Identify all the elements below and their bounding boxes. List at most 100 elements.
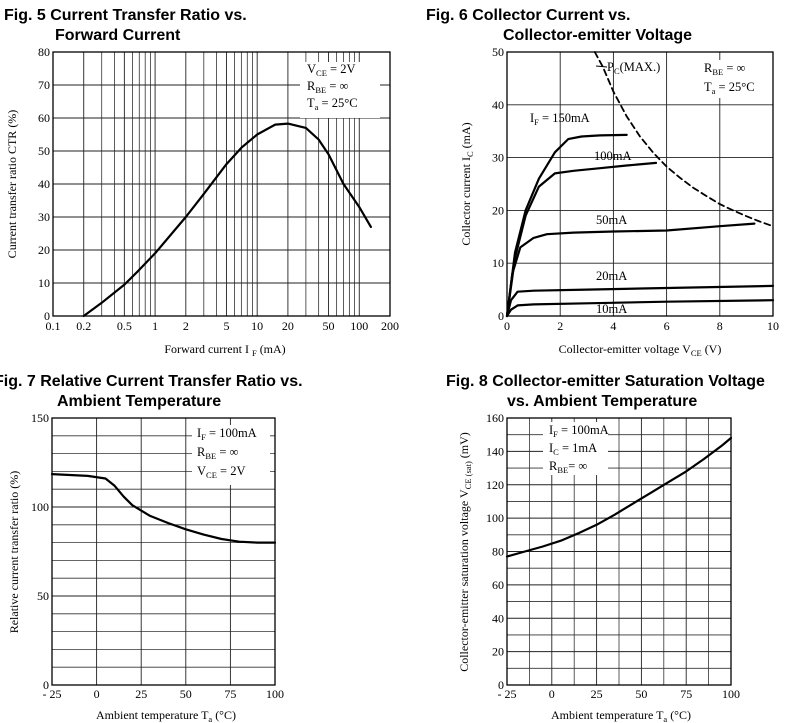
y-tick-label: 60: [38, 111, 50, 125]
series-line: [505, 284, 775, 318]
conditions-box: [300, 62, 380, 118]
condition-text: IC = 1mA: [549, 441, 597, 457]
condition-text: IF = 100mA: [197, 426, 257, 442]
y-tick-label: 20: [492, 203, 504, 217]
x-tick-label: 8: [717, 319, 723, 333]
fig7-x-axis-label: Ambient temperature Ta (°C): [96, 708, 236, 723]
condition-text: IF = 100mA: [549, 423, 609, 439]
y-tick-label: 160: [486, 411, 504, 425]
series-line: [593, 51, 774, 228]
fig6-title-line: Fig. 6 Collector Current vs.: [426, 7, 630, 24]
x-tick-label: - 25: [498, 687, 517, 701]
x-tick-label: 200: [381, 319, 399, 333]
y-tick-label: 0: [498, 309, 504, 323]
y-tick-label: 0: [498, 678, 504, 692]
fig6-chart: Fig. 6 Collector Current vs. Collector-em…: [426, 7, 779, 333]
fig7-title-line: Fig. 7 Relative Current Transfer Ratio v…: [0, 373, 303, 390]
y-tick-label: 80: [492, 545, 504, 559]
x-tick-label: 2: [557, 319, 563, 333]
x-tick-label: 100: [266, 687, 284, 701]
x-tick-label: 2: [183, 319, 189, 333]
y-tick-label: 10: [38, 276, 50, 290]
fig6-y-axis-label: Collector current IC (mA): [459, 122, 475, 245]
y-tick-label: 100: [486, 511, 504, 525]
fig8-chart: Fig. 8 Collector-emitter Saturation Volt…: [446, 373, 765, 701]
fig8-plot-frame: [506, 417, 732, 686]
x-tick-label: 75: [224, 687, 236, 701]
fig8-title-line: vs. Ambient Temperature: [507, 393, 697, 410]
condition-text: RBE = ∞: [307, 79, 349, 95]
y-tick-label: 100: [31, 500, 49, 514]
series-label: 50mA: [596, 213, 627, 227]
y-tick-label: 30: [38, 210, 50, 224]
y-tick-label: 50: [38, 144, 50, 158]
x-tick-label: 20: [282, 319, 294, 333]
fig5-plot-frame: [52, 51, 391, 317]
fig5-x-axis-label: Forward current I F (mA): [164, 342, 285, 358]
fig6-x-axis-label: Collector-emitter voltage VCE (V): [559, 342, 722, 358]
series-label: IF = 150mA: [530, 111, 590, 127]
x-tick-label: 0: [504, 319, 510, 333]
condition-text: Ta = 25°C: [307, 96, 358, 112]
fig6-title-line: Collector-emitter Voltage: [503, 27, 692, 44]
series-label: PC(MAX.): [607, 60, 660, 76]
series-line: [505, 161, 658, 318]
y-tick-label: 120: [486, 478, 504, 492]
conditions-box: [698, 60, 770, 98]
y-tick-label: 140: [486, 444, 504, 458]
fig7-y-axis-label: Relative current transfer ratio (%): [7, 471, 21, 634]
y-tick-label: 30: [492, 151, 504, 165]
conditions-box: [192, 425, 270, 485]
x-tick-label: 0: [94, 687, 100, 701]
fig8-title-line: Fig. 8 Collector-emitter Saturation Volt…: [446, 373, 765, 390]
x-tick-label: 100: [350, 319, 368, 333]
series-line: [505, 222, 756, 318]
series-label: 20mA: [596, 269, 627, 283]
x-tick-label: 100: [722, 687, 740, 701]
fig7-plot-frame: [51, 417, 276, 686]
y-tick-label: 150: [31, 411, 49, 425]
x-tick-label: 10: [767, 319, 779, 333]
y-tick-label: 50: [492, 45, 504, 59]
x-tick-label: 4: [610, 319, 616, 333]
series-line: [505, 436, 733, 558]
condition-text: RBE= ∞: [549, 459, 587, 475]
y-tick-label: 10: [492, 256, 504, 270]
condition-text: Ta = 25°C: [704, 80, 755, 96]
conditions-box: [543, 422, 608, 475]
x-tick-label: 1: [152, 319, 158, 333]
y-tick-label: 20: [38, 243, 50, 257]
fig5-y-axis-label: Current transfer ratio CTR (%): [5, 110, 19, 259]
fig6-plot-frame: [506, 51, 774, 317]
y-tick-label: 0: [44, 309, 50, 323]
x-tick-label: 0: [549, 687, 555, 701]
x-tick-label: 50: [635, 687, 647, 701]
series-label: 10mA: [596, 302, 627, 316]
x-tick-label: 50: [180, 687, 192, 701]
y-tick-label: 80: [38, 45, 50, 59]
series-line: [82, 122, 372, 318]
x-tick-label: 0.2: [76, 319, 91, 333]
condition-text: VCE = 2V: [307, 62, 355, 78]
y-tick-label: 40: [492, 98, 504, 112]
fig7-title-line: Ambient Temperature: [57, 393, 221, 410]
y-tick-label: 60: [492, 578, 504, 592]
x-tick-label: 5: [223, 319, 229, 333]
y-tick-label: 40: [38, 177, 50, 191]
x-tick-label: 25: [591, 687, 603, 701]
pc-max-leader-line: [595, 65, 608, 68]
fig8-x-axis-label: Ambient temperature Ta (°C): [551, 708, 691, 723]
condition-text: VCE = 2V: [197, 464, 245, 480]
y-tick-label: 70: [38, 78, 50, 92]
x-tick-label: 75: [680, 687, 692, 701]
y-tick-label: 40: [492, 611, 504, 625]
condition-text: RBE = ∞: [197, 445, 239, 461]
fig5-chart: Fig. 5 Current Transfer Ratio vs. Forward…: [4, 7, 399, 333]
fig8-y-axis-label: Collector-emitter saturation voltage VCE…: [457, 432, 473, 672]
series-line: [505, 133, 628, 318]
x-tick-label: - 25: [43, 687, 62, 701]
condition-text: RBE = ∞: [704, 61, 746, 77]
series-label: 100mA: [594, 149, 632, 163]
y-tick-label: 20: [492, 645, 504, 659]
